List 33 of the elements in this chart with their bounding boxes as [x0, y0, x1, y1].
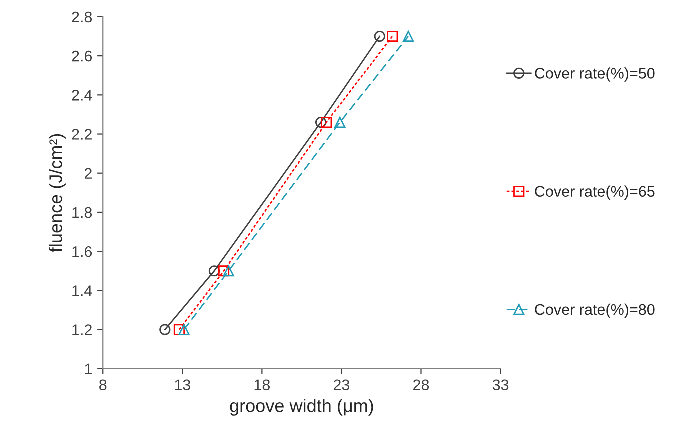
point	[178, 324, 190, 336]
y-tick-label: 2.8	[72, 12, 92, 23]
x-tick-label: 33	[492, 380, 509, 391]
y-tick-label: 1.6	[72, 246, 92, 258]
y-tick-label: 1.4	[72, 286, 92, 296]
x-tick-label: 13	[175, 380, 190, 391]
y-tick-label: 1.8	[72, 207, 92, 218]
y-tick-label: 2	[84, 168, 92, 179]
point	[174, 324, 186, 336]
y-tick-label: 2.6	[72, 50, 92, 62]
x-axis-title: groove width (μm)	[230, 399, 374, 416]
point	[387, 30, 398, 42]
point	[321, 116, 332, 128]
point	[218, 266, 230, 277]
point	[334, 116, 346, 128]
y-tick-label: 1.2	[72, 324, 92, 336]
x-tick-label: 18	[254, 380, 270, 391]
x-tick-label: 8	[100, 380, 107, 391]
legend-label: Cover rate(%)=65	[535, 186, 655, 200]
y-tick-label: 2.4	[72, 90, 92, 101]
point	[208, 266, 220, 277]
y-axis-title: fluence (J/cm²)	[49, 134, 66, 252]
point	[160, 324, 171, 336]
point	[402, 30, 414, 42]
point	[315, 116, 327, 128]
x-tick-label: 23	[334, 380, 350, 391]
x-tick-label: 28	[414, 380, 430, 391]
legend-label: Cover rate(%)=80	[535, 304, 655, 318]
point	[223, 266, 234, 277]
y-tick-label: 2.2	[72, 129, 92, 140]
point	[374, 30, 386, 42]
legend-label: Cover rate(%)=50	[535, 68, 655, 82]
y-tick-label: 1	[85, 364, 92, 374]
